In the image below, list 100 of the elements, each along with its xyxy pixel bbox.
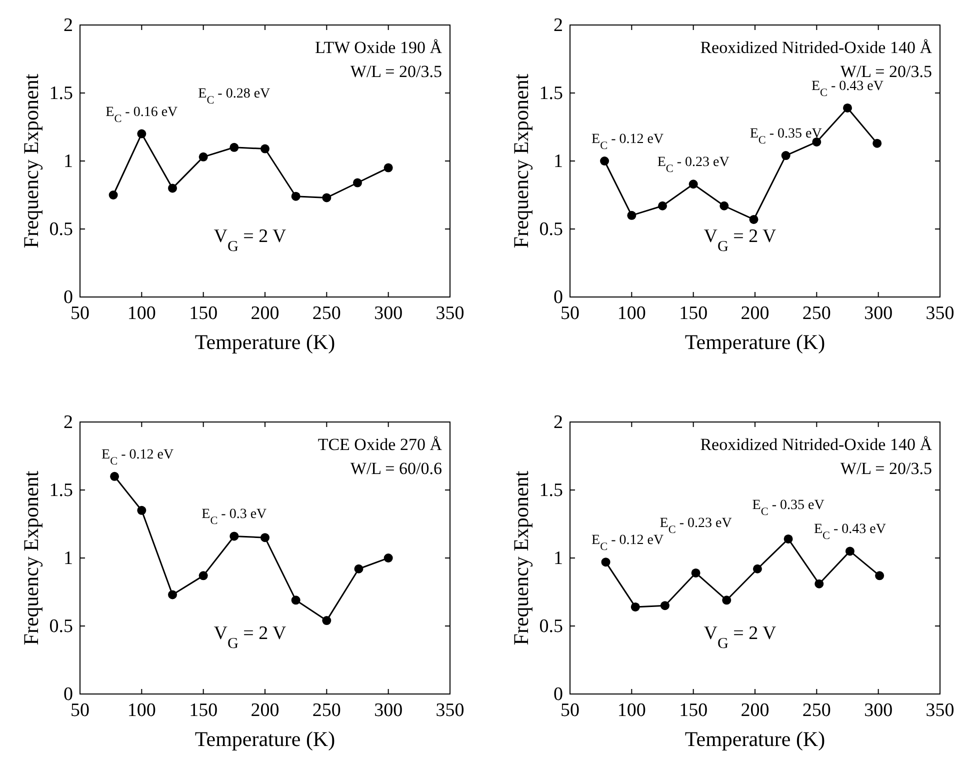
annotation: Reoxidized Nitrided-Oxide 140 Å [700,435,933,454]
x-tick-label: 100 [127,700,156,721]
annotation: E$_{C}$ - 0.23 eV [657,155,730,176]
y-tick-label: 2 [554,15,563,36]
x-axis-title: Temperature (K) [684,727,826,751]
x-axis-title: Temperature (K) [684,330,826,354]
annotation: E$_{C}$ - 0.35 eV [750,126,822,147]
x-tick-label: 200 [250,303,280,324]
x-tick-label: 350 [926,700,954,721]
annotation: V$_{G}$ = 2 V [704,226,777,254]
y-tick-label: 1.5 [49,480,73,501]
point [137,129,146,138]
x-tick-label: 150 [189,303,218,324]
annotation: E$_{C}$ - 0.12 eV [102,447,174,468]
x-tick-label: 300 [864,303,893,324]
x-tick-label: 300 [374,303,403,324]
annotation: V$_{G}$ = 2 V [214,226,287,254]
point [630,602,640,612]
point [843,103,852,112]
y-tick-label: 1 [64,548,73,569]
point [660,601,670,610]
x-tick-label: 150 [679,700,708,721]
x-tick-label: 200 [740,700,770,721]
x-tick-label: 250 [802,700,831,721]
annotation: W/L = 20/3.5 [840,459,932,478]
y-tick-label: 1.5 [539,83,563,104]
x-tick-label: 200 [740,303,770,324]
y-tick-label: 1 [554,548,563,569]
x-tick-label: 50 [70,303,90,324]
annotation: E$_{C}$ - 0.35 eV [752,498,824,518]
y-tick-label: 2 [554,412,563,433]
point [322,193,332,202]
point [658,201,667,210]
point [353,178,362,188]
x-tick-label: 300 [864,700,893,721]
point [720,201,729,210]
annotation: V$_{G}$ = 2 V [214,623,287,652]
point [291,192,300,201]
point [168,184,177,193]
x-tick-label: 350 [926,303,954,324]
x-tick-label: 50 [70,700,90,721]
point [814,579,824,588]
y-tick-label: 0.5 [49,219,73,240]
point [198,571,208,580]
y-tick-label: 1 [554,151,563,172]
annotation: E$_{C}$ - 0.23 eV [660,516,732,536]
point [168,590,177,600]
point [688,180,698,189]
point [291,596,300,605]
y-tick-label: 1.5 [49,83,73,104]
x-axis-title: Temperature (K) [194,330,336,354]
x-tick-label: 100 [127,303,156,324]
y-tick-label: 2 [64,412,73,433]
x-tick-label: 250 [312,303,341,324]
annotation: E$_{C}$ - 0.12 eV [592,132,664,152]
y-axis-title: Frequency Exponent [509,74,533,248]
point [691,568,700,578]
x-tick-label: 250 [802,303,831,324]
point [752,564,762,574]
y-tick-label: 0 [64,684,73,705]
x-tick-label: 150 [679,303,708,324]
point [108,190,118,200]
x-tick-label: 300 [374,700,403,721]
point [198,152,208,162]
y-tick-label: 0 [64,287,73,308]
point [600,156,610,166]
point [384,554,393,562]
point [230,142,239,152]
point [137,506,146,515]
x-tick-label: 350 [436,700,464,721]
annotation: E$_{C}$ - 0.43 eV [811,78,884,99]
annotation: W/L = 20/3.5 [840,62,932,81]
annotation: W/L = 20/3.5 [350,62,442,81]
x-tick-label: 100 [617,700,646,721]
point [781,151,790,160]
point [322,616,332,626]
point [260,144,270,154]
point [260,533,270,542]
y-tick-label: 2 [64,15,73,36]
x-tick-label: 150 [189,700,218,721]
point [110,472,120,481]
x-tick-label: 350 [436,303,464,324]
annotation: W/L = 60/0.6 [350,459,442,478]
annotation: E$_{C}$ - 0.12 eV [592,533,664,554]
y-axis-title: Frequency Exponent [19,74,43,248]
x-tick-label: 50 [560,700,580,721]
x-tick-label: 200 [250,700,280,721]
y-tick-label: 0.5 [539,616,563,637]
y-tick-label: 0.5 [539,219,563,240]
x-axis-title: Temperature (K) [194,727,336,751]
y-axis-title: Frequency Exponent [19,470,43,646]
annotation: E$_{C}$ - 0.43 eV [814,522,886,542]
y-tick-label: 0 [554,287,563,308]
point [872,138,882,148]
annotation: E$_{C}$ - 0.28 eV [198,86,270,106]
x-tick-label: 250 [312,700,341,721]
point [384,163,393,172]
annotation: E$_{C}$ - 0.16 eV [106,104,178,125]
point [875,571,884,580]
annotation: TCE Oxide 270 Å [318,435,443,454]
